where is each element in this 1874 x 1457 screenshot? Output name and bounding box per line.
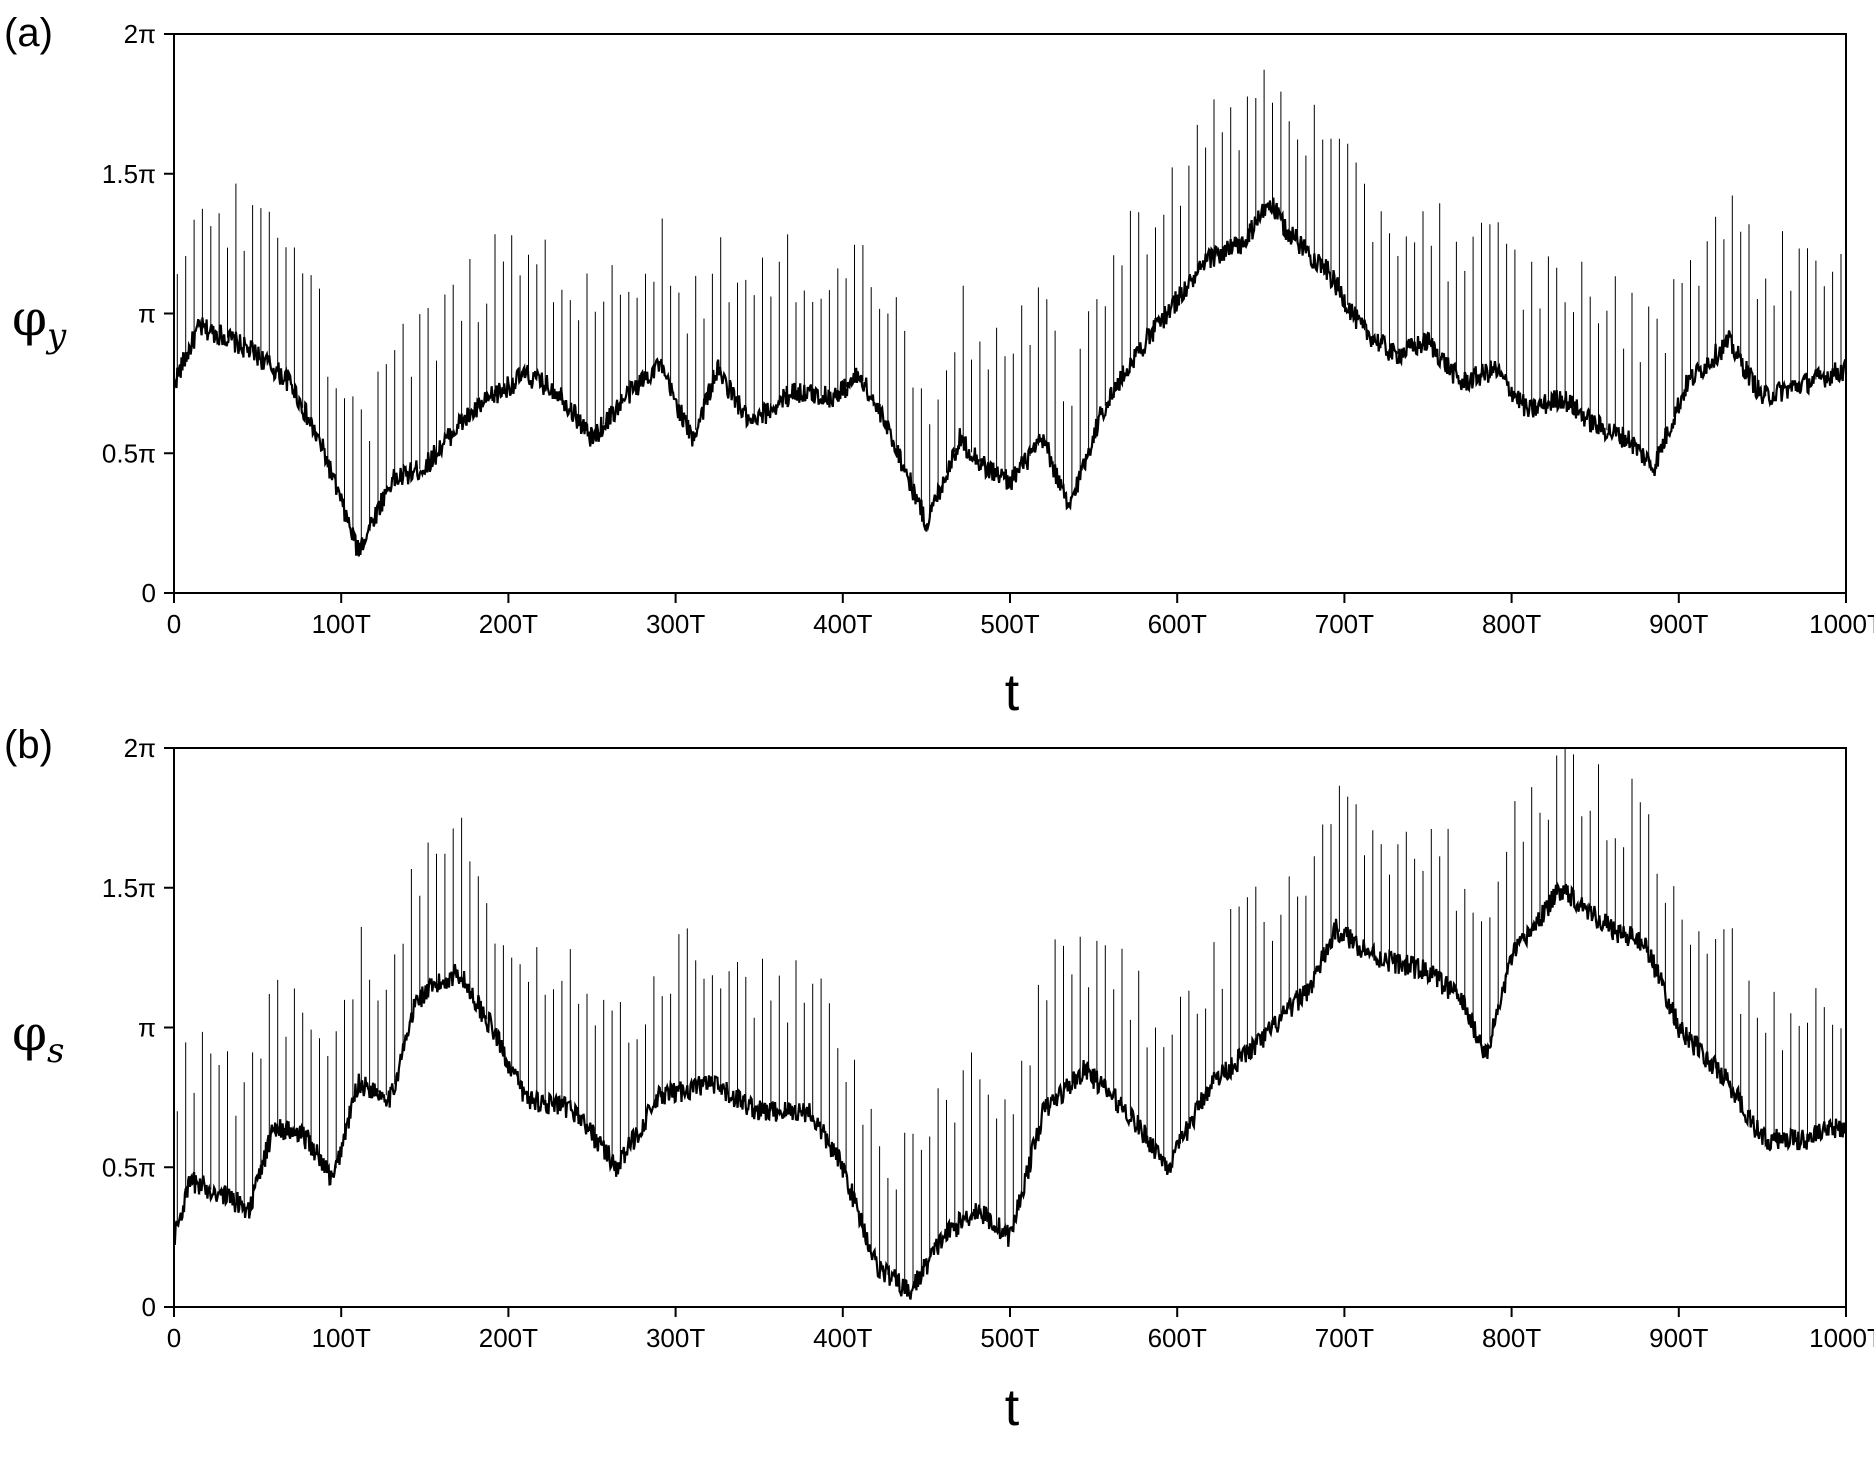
panel-a-x-tick-label: 100T <box>312 609 371 639</box>
panel-a-x-tick-label: 1000T <box>1809 609 1874 639</box>
panel-a-y-tick-label: 1.5π <box>102 159 156 189</box>
panel-a-x-tick-label: 400T <box>813 609 872 639</box>
panel-b-x-tick-label: 100T <box>312 1323 371 1353</box>
panel-a-series-spikes <box>176 69 1842 545</box>
panel-b-x-tick-label: 300T <box>646 1323 705 1353</box>
panel-b-y-tick-label: 0 <box>142 1292 156 1322</box>
panel-b-x-tick-label: 200T <box>479 1323 538 1353</box>
panel-a-plot: 0 100T 200T 300T 400T 500T 600T 700T 800T 900T 100… <box>102 19 1874 639</box>
panel-b-series-spikes <box>176 748 1842 1289</box>
panel-a-x-tick-label: 900T <box>1649 609 1708 639</box>
panel-b-label: (b) <box>4 723 53 767</box>
panel-a: (a) φy t 0 100T 200T 300T 400T 500T 600T 700T 80… <box>4 11 1874 722</box>
panel-a-label: (a) <box>4 11 53 55</box>
panel-b-ylabel-symbol: φ <box>12 1004 47 1062</box>
panel-a-plot-frame <box>173 33 1847 594</box>
panel-b-plot-frame <box>173 747 1847 1308</box>
panel-b-x-tick-label: 0 <box>167 1323 181 1353</box>
panel-b-y-tick-label: 2π <box>124 733 156 763</box>
panel-b-x-tick-label: 800T <box>1482 1323 1541 1353</box>
panel-a-x-tick-label: 200T <box>479 609 538 639</box>
panel-b-x-tick-label: 700T <box>1315 1323 1374 1353</box>
panel-b-x-tick-label: 900T <box>1649 1323 1708 1353</box>
panel-a-xlabel: t <box>1005 664 1020 722</box>
panel-a-y-tick-label: 2π <box>124 19 156 49</box>
panel-b-y-tick-label: 1.5π <box>102 873 156 903</box>
panel-b-y-tick-label: 0.5π <box>102 1152 156 1182</box>
panel-b-plot: 0 100T 200T 300T 400T 500T 600T 700T 800T 900T 100… <box>102 733 1874 1353</box>
panel-b-x-tick-label: 1000T <box>1809 1323 1874 1353</box>
panel-b-x-tick-label: 600T <box>1148 1323 1207 1353</box>
panel-a-y-tick-label: 0.5π <box>102 438 156 468</box>
panel-b-series-baseline <box>172 880 1848 1300</box>
panel-a-x-tick-label: 0 <box>167 609 181 639</box>
panel-b-ylabel-subscript: s <box>47 1031 64 1071</box>
panel-a-x-tick-label: 800T <box>1482 609 1541 639</box>
panel-a-y-tick-label: π <box>138 299 156 329</box>
panel-b-x-tick-label: 400T <box>813 1323 872 1353</box>
panel-a-series-baseline <box>172 197 1848 557</box>
panel-a-x-tick-label: 600T <box>1148 609 1207 639</box>
panel-b-ylabel: φs <box>12 1004 64 1071</box>
panel-b-x-tick-label: 500T <box>980 1323 1039 1353</box>
panel-a-ylabel: φy <box>12 289 67 356</box>
panel-a-y-tick-label: 0 <box>142 578 156 608</box>
panel-a-x-tick-label: 300T <box>646 609 705 639</box>
panel-a-ylabel-subscript: y <box>45 316 67 356</box>
panel-b-y-tick-label: π <box>138 1013 156 1043</box>
panel-b: (b) φs t 0 100T 200T 300T 400T 500T 600T 700T 80… <box>4 723 1874 1437</box>
panel-a-ylabel-symbol: φ <box>12 289 47 347</box>
panel-b-xlabel: t <box>1005 1379 1020 1437</box>
panel-a-x-tick-label: 700T <box>1315 609 1374 639</box>
panel-a-x-tick-label: 500T <box>980 609 1039 639</box>
